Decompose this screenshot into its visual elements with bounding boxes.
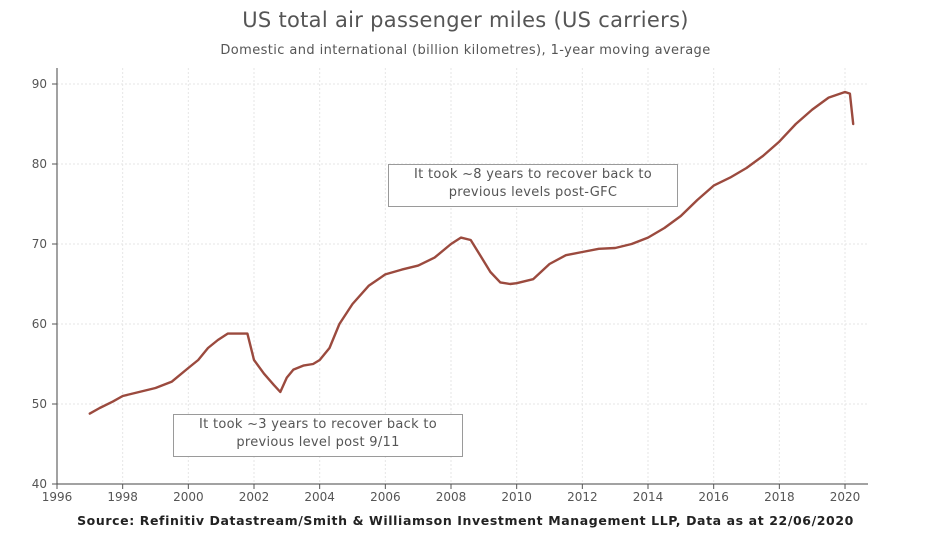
annotation-gfc-line-1: It took ~8 years to recover back to (413, 167, 653, 182)
x-tick-label: 2020 (830, 490, 861, 504)
y-tick-label: 80 (32, 157, 47, 171)
annotation-911: It took ~3 years to recover back to prev… (173, 414, 463, 457)
x-tick-label: 2012 (567, 490, 598, 504)
y-tick-label: 40 (32, 477, 47, 491)
x-tick-label: 2016 (698, 490, 729, 504)
chart-subtitle: Domestic and international (billion kilo… (220, 43, 711, 58)
annotation-gfc: It took ~8 years to recover back to prev… (388, 164, 678, 207)
x-tick-label: 2002 (239, 490, 270, 504)
x-tick-label: 2014 (633, 490, 664, 504)
y-tick-label: 60 (32, 317, 47, 331)
chart-title: US total air passenger miles (US carrier… (242, 8, 689, 32)
x-axis-ticks: 1996 1998 2000 2002 2004 2006 2008 2010 2012 2014… (42, 484, 861, 504)
x-tick-label: 2008 (436, 490, 467, 504)
series-line-0 (88, 90, 855, 415)
y-tick-label: 50 (32, 397, 47, 411)
x-tick-label: 1998 (107, 490, 138, 504)
x-tick-label: 2000 (173, 490, 204, 504)
axes (56, 68, 868, 485)
y-tick-label: 70 (32, 237, 47, 251)
series-group (88, 90, 855, 415)
annotation-911-line-2: previous level post 9/11 (236, 435, 400, 450)
chart-source: Source: Refinitiv Datastream/Smith & Wil… (77, 513, 854, 528)
y-axis-ticks: 40 50 60 70 80 90 (32, 77, 57, 491)
annotation-911-line-1: It took ~3 years to recover back to (198, 417, 438, 432)
y-tick-label: 90 (32, 77, 47, 91)
x-tick-label: 2006 (370, 490, 401, 504)
x-tick-label: 2004 (304, 490, 335, 504)
x-tick-label: 1996 (42, 490, 73, 504)
x-tick-label: 2010 (501, 490, 532, 504)
annotation-gfc-line-2: previous levels post-GFC (448, 185, 618, 200)
x-tick-label: 2018 (764, 490, 795, 504)
